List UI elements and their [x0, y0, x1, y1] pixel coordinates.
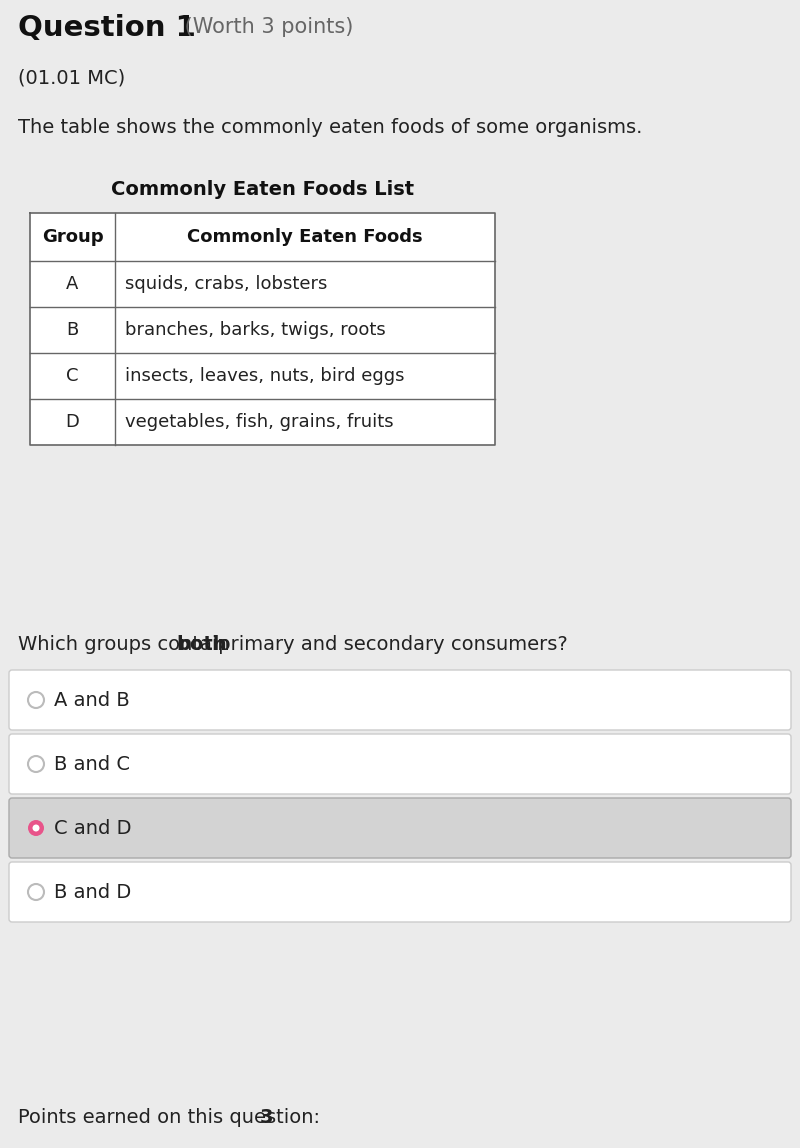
- Text: B: B: [66, 321, 78, 339]
- FancyBboxPatch shape: [9, 670, 791, 730]
- Text: Group: Group: [42, 228, 103, 246]
- Text: (Worth 3 points): (Worth 3 points): [178, 17, 354, 37]
- Text: Question 1: Question 1: [18, 14, 196, 42]
- Text: branches, barks, twigs, roots: branches, barks, twigs, roots: [125, 321, 386, 339]
- Text: Points earned on this question:: Points earned on this question:: [18, 1108, 326, 1127]
- FancyBboxPatch shape: [9, 798, 791, 858]
- Text: 3: 3: [259, 1108, 273, 1127]
- Text: D: D: [66, 413, 79, 430]
- Text: Commonly Eaten Foods: Commonly Eaten Foods: [187, 228, 423, 246]
- Circle shape: [33, 824, 39, 831]
- Text: A and B: A and B: [54, 690, 130, 709]
- Text: insects, leaves, nuts, bird eggs: insects, leaves, nuts, bird eggs: [125, 367, 405, 385]
- Text: Commonly Eaten Foods List: Commonly Eaten Foods List: [111, 180, 414, 199]
- FancyBboxPatch shape: [9, 734, 791, 794]
- Text: vegetables, fish, grains, fruits: vegetables, fish, grains, fruits: [125, 413, 394, 430]
- Text: primary and secondary consumers?: primary and secondary consumers?: [212, 635, 567, 654]
- Text: A: A: [66, 276, 78, 293]
- FancyBboxPatch shape: [9, 862, 791, 922]
- Text: B and C: B and C: [54, 754, 130, 774]
- Circle shape: [28, 692, 44, 708]
- Text: (01.01 MC): (01.01 MC): [18, 68, 126, 87]
- Circle shape: [28, 820, 44, 836]
- FancyBboxPatch shape: [30, 214, 495, 445]
- Text: C and D: C and D: [54, 819, 131, 838]
- Text: squids, crabs, lobsters: squids, crabs, lobsters: [125, 276, 327, 293]
- Circle shape: [28, 757, 44, 771]
- Text: The table shows the commonly eaten foods of some organisms.: The table shows the commonly eaten foods…: [18, 118, 642, 137]
- Text: Which groups contain: Which groups contain: [18, 635, 236, 654]
- Text: C: C: [66, 367, 78, 385]
- Text: B and D: B and D: [54, 883, 131, 901]
- Text: both: both: [177, 635, 227, 654]
- Circle shape: [28, 884, 44, 900]
